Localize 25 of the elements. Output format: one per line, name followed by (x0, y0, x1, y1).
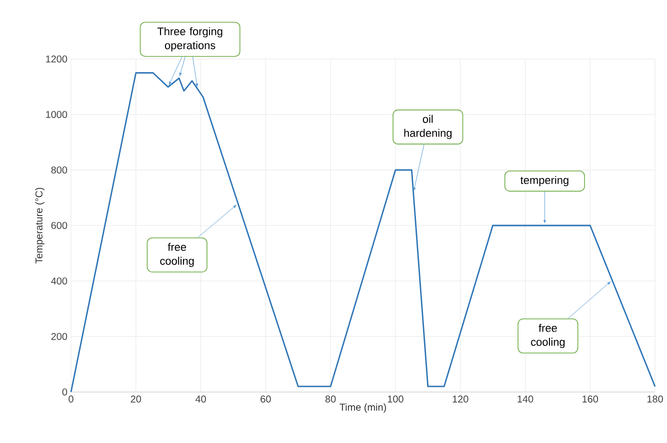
annotation: oil hardening (404, 114, 452, 140)
line-series (70, 72, 656, 393)
y-tick-label: 600 (51, 222, 68, 230)
x-tick-label: 120 (452, 396, 468, 403)
x-tick-label: 40 (195, 396, 206, 403)
y-tick-label: 800 (51, 166, 68, 174)
y-tick-label: 1200 (46, 55, 68, 63)
annotation: free cooling (160, 242, 194, 267)
x-tick-label: 60 (260, 396, 271, 403)
y-axis-title: Temperature (°C) (35, 188, 44, 264)
x-tick-label: 140 (518, 396, 534, 403)
x-tick-label: 160 (582, 396, 598, 403)
annotation: free cooling (531, 324, 565, 348)
x-tick-label: 180 (647, 396, 663, 403)
x-axis-title: Time (min) (340, 403, 386, 413)
y-tick-label: 1000 (46, 110, 68, 118)
x-tick-label: 80 (325, 396, 336, 403)
annotation: Three forging operations (157, 27, 222, 52)
y-tick-label: 400 (51, 277, 68, 285)
x-tick-label: 100 (388, 396, 404, 403)
y-tick-label: 0 (62, 388, 68, 396)
y-tick-label: 200 (51, 332, 68, 340)
annotation: tempering (520, 176, 568, 186)
x-tick-label: 20 (130, 396, 142, 403)
x-tick-label: 0 (68, 396, 74, 403)
